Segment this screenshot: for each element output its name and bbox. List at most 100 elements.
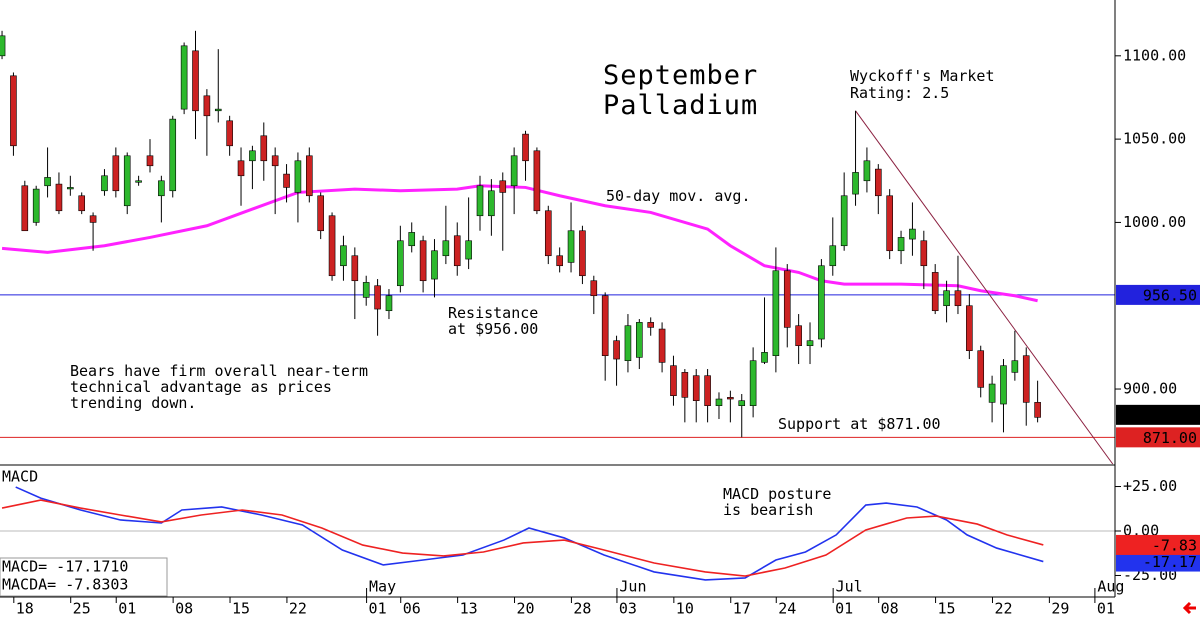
candle-body (783, 270, 791, 328)
candle-body (283, 173, 290, 188)
candle-body (21, 185, 29, 232)
candle-body (533, 150, 541, 212)
y-tick-label: 1100.00 (1123, 46, 1186, 64)
annotation: Wyckoff's Market Rating: 2.5 (850, 67, 995, 102)
x-tick-label: 22 (289, 600, 307, 618)
annotation: Support at $871.00 (778, 415, 941, 433)
value-box-label: -7.83 (1152, 536, 1197, 554)
candle-body (704, 375, 711, 406)
x-tick-label: 08 (881, 600, 899, 618)
candle-body (761, 352, 768, 363)
candle-body (362, 282, 370, 298)
candle-body (192, 50, 199, 112)
annotation-line: Support at $871.00 (778, 415, 941, 433)
candle-body (601, 295, 609, 357)
candle-body (32, 188, 40, 223)
annotation: 50-day mov. avg. (606, 187, 751, 205)
scroll-arrow[interactable] (1182, 601, 1196, 615)
panel-title: MACD (2, 468, 38, 486)
month-label: Aug (1097, 578, 1124, 596)
candle-body (510, 155, 518, 187)
candle-body (943, 290, 950, 307)
candle-body (271, 155, 279, 167)
x-tick-label: 10 (676, 600, 694, 618)
candle-body (419, 240, 427, 282)
candle-body (226, 120, 233, 147)
candle-body (203, 95, 211, 117)
x-tick-label: 08 (175, 600, 193, 618)
candle-body (488, 190, 495, 217)
candle-body (840, 195, 848, 247)
value-box (1116, 404, 1200, 425)
value-box-label: 956.50 (1143, 286, 1197, 304)
x-tick-label: 25 (73, 600, 91, 618)
annotation-line: Resistance (448, 304, 538, 322)
readout: MACDA= -7.8303 (2, 576, 128, 594)
x-tick-label: 18 (16, 600, 34, 618)
month-label: Jun (619, 578, 646, 596)
candle-body (408, 232, 416, 247)
candle-body (67, 187, 74, 190)
title-line: Palladium (603, 90, 758, 121)
plot-layer (0, 30, 1115, 581)
trendline (855, 110, 1114, 465)
candle-body (715, 398, 723, 406)
title-line: September (603, 60, 758, 91)
candle-body (954, 290, 962, 307)
candle-body (135, 180, 142, 183)
candle-body (328, 215, 336, 277)
candle-body (123, 155, 131, 207)
chart-title: September Palladium (603, 60, 758, 121)
line-series (15, 486, 1044, 581)
candle-body (829, 245, 837, 267)
candle-body (499, 180, 507, 193)
candle-body (260, 135, 268, 162)
candle-body (579, 230, 586, 277)
annotation-line: at $956.00 (448, 320, 538, 338)
annotation-line: is bearish (723, 501, 813, 519)
candle-body (1022, 355, 1030, 403)
annotation-line: Bears have firm overall near-term (70, 362, 368, 380)
x-tick-label: 15 (232, 600, 250, 618)
x-tick-label: 22 (994, 600, 1012, 618)
candle-body (306, 155, 313, 197)
candle-body (886, 195, 893, 252)
x-tick-label: 01 (1097, 600, 1115, 618)
candle-body (590, 280, 598, 297)
candle-body (567, 230, 575, 263)
candle-body (317, 195, 324, 232)
candle-body (294, 160, 302, 193)
candle-body (214, 108, 222, 112)
line-series (1, 499, 1044, 577)
value-box (1116, 284, 1200, 305)
candle-body (670, 365, 677, 396)
annotation: Bears have firm overall near-term technic… (70, 362, 368, 412)
annotation: MACD posture is bearish (723, 485, 831, 519)
candle-body (1011, 360, 1019, 373)
candle-body (988, 383, 996, 403)
x-tick-label: 29 (1051, 600, 1069, 618)
candle-body (169, 118, 177, 192)
candle-body (374, 285, 381, 310)
candle-body (692, 375, 700, 401)
x-tick-label: 01 (835, 600, 853, 618)
x-tick-label: 28 (573, 600, 591, 618)
candle-body (920, 240, 928, 267)
readout: MACD= -17.1710 (2, 558, 128, 576)
candle-body (772, 270, 780, 357)
candle-body (112, 155, 120, 192)
candle-body (249, 150, 256, 162)
candle-body (10, 75, 17, 147)
y-tick-label: 900.00 (1123, 380, 1177, 398)
candle-body (795, 325, 802, 347)
candle-body (351, 255, 359, 282)
candle-body (340, 245, 347, 267)
candle-body (874, 168, 882, 197)
candle-body (431, 250, 438, 280)
annotation-line: Rating: 2.5 (850, 84, 949, 102)
candle-body (749, 360, 757, 406)
candle-body (146, 155, 154, 167)
y-tick-label: +25.00 (1123, 477, 1177, 495)
